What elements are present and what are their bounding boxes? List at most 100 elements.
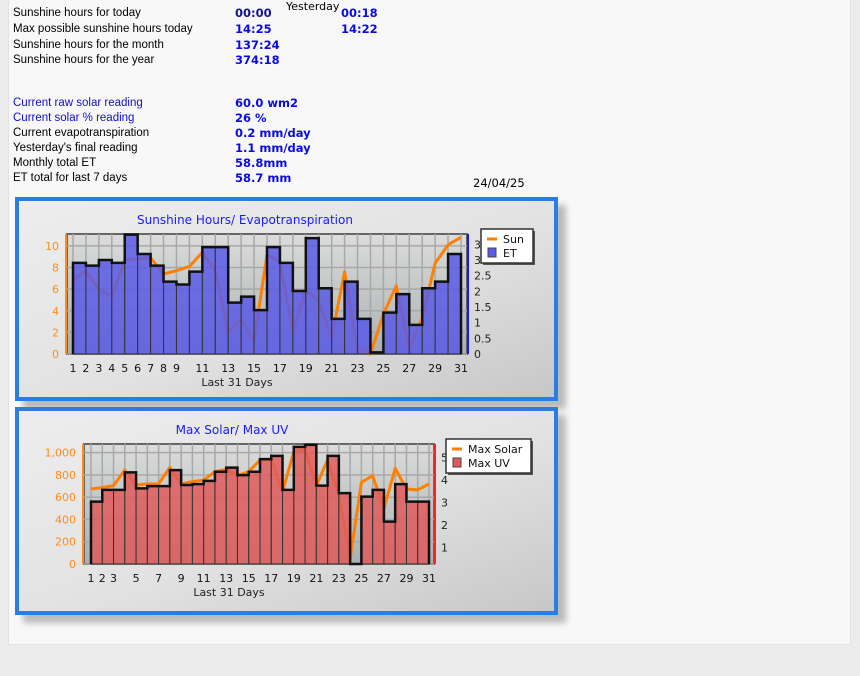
current-et-label: Current evapotranspiration [13,127,150,139]
x-tick-label: 25 [376,362,390,375]
right-tick-label: 0 [474,348,481,361]
bar [137,253,152,355]
x-axis-title: Last 31 Days [193,586,265,599]
bar [248,471,261,565]
date-label: 24/04/25 [473,176,525,190]
solar-uv-chart: Max Solar/ Max UV 0 200 400 600 800 1,000 1 2 3 4 5… [15,407,558,615]
x-tick-label: 23 [332,572,346,585]
sunshine-et-chart: Sunshine Hours/ Evapotranspiration 0 2 4 6 8 1… [15,197,558,401]
left-tick-label: 6 [52,283,59,296]
bar [101,489,115,565]
bar [338,492,351,565]
bar [417,501,430,565]
bar [293,446,306,565]
legend-label: Max UV [468,457,510,470]
legend-label: Sun [503,233,524,246]
x-tick-label: 19 [299,362,313,375]
sunshine-today-label: Sunshine hours for today [13,7,141,19]
legend-bar-swatch [452,457,462,468]
monthly-et-label: Monthly total ET [13,157,97,169]
x-tick-label: 31 [454,362,468,375]
bar [150,265,165,355]
right-tick-label: 4 [441,474,448,487]
bar [85,265,100,355]
bar [135,487,148,565]
bar [408,324,423,355]
x-tick-label: 11 [195,362,209,375]
bar [163,281,177,355]
max-sunshine-today-value: 14:25 [235,22,272,36]
bar [98,259,113,355]
bar [327,455,340,565]
x-tick-label: 21 [325,362,339,375]
x-tick-label: 9 [178,572,185,585]
bar [304,444,317,565]
x-tick-label: 19 [287,572,301,585]
left-tick-label: 600 [55,491,76,504]
bar [434,281,449,355]
x-tick-label: 29 [428,362,442,375]
bar [90,501,103,565]
bar [227,302,242,355]
solar-percent-label: Current solar % reading [13,112,135,124]
yesterday-header: Yesterday [286,0,340,13]
x-tick-label: 2 [82,362,89,375]
right-tick-label: 0.5 [474,332,492,345]
bar [382,312,397,355]
x-tick-label: 27 [377,572,391,585]
x-tick-label: 25 [354,572,368,585]
bar [124,471,137,565]
bar [331,318,346,355]
chart-svg: Sunshine Hours/ Evapotranspiration 0 2 4 6 8 1… [45,213,535,389]
max-sunshine-yesterday-value: 14:22 [341,22,378,36]
bar [253,309,268,355]
right-tick-label: 2.5 [474,270,492,283]
bar [315,485,329,565]
left-tick-label: 1,000 [45,447,77,460]
bar [270,455,284,565]
left-tick-label: 2 [52,326,59,339]
bar [203,480,216,565]
right-tick-label: 1 [441,542,448,555]
bar-outline [89,443,431,566]
right-tick-label: 1.5 [474,301,492,314]
sunshine-year-label: Sunshine hours for the year [13,54,155,66]
bar [357,318,371,355]
bar [372,489,385,565]
bar-outline [71,233,463,354]
et-7days-value: 58.7 mm [235,171,292,185]
x-tick-label: 17 [273,362,287,375]
bar [225,467,238,565]
x-tick-label: 13 [221,362,235,375]
bar [240,296,255,355]
chart-title: Max Solar/ Max UV [176,423,289,437]
x-tick-label: 29 [399,572,413,585]
left-tick-label: 200 [55,536,76,549]
left-tick-label: 8 [52,262,59,275]
bar [72,262,87,355]
max-sunshine-label: Max possible sunshine hours today [13,23,193,35]
bar [180,484,193,565]
x-tick-label: 5 [133,572,140,585]
right-tick-label: 3 [474,254,481,267]
x-tick-label: 1 [88,572,95,585]
monthly-et-value: 58.8mm [235,156,288,170]
bar [394,483,407,565]
right-tick-label: 1 [474,317,481,330]
bar [214,246,229,355]
x-tick-label: 8 [160,362,167,375]
x-tick-label: 3 [110,572,117,585]
right-tick-label: 2 [474,285,481,298]
bar [292,290,307,355]
right-tick-label: 3 [474,238,481,251]
raw-solar-label: Current raw solar reading [13,97,143,109]
x-tick-label: 2 [99,572,106,585]
x-tick-label: 7 [147,362,154,375]
x-tick-label: 1 [70,362,77,375]
x-tick-label: 3 [95,362,102,375]
x-tick-label: 11 [197,572,211,585]
bar [146,485,160,565]
x-tick-label: 9 [173,362,180,375]
raw-solar-value: 60.0 wm2 [235,96,298,110]
bar [395,293,410,355]
